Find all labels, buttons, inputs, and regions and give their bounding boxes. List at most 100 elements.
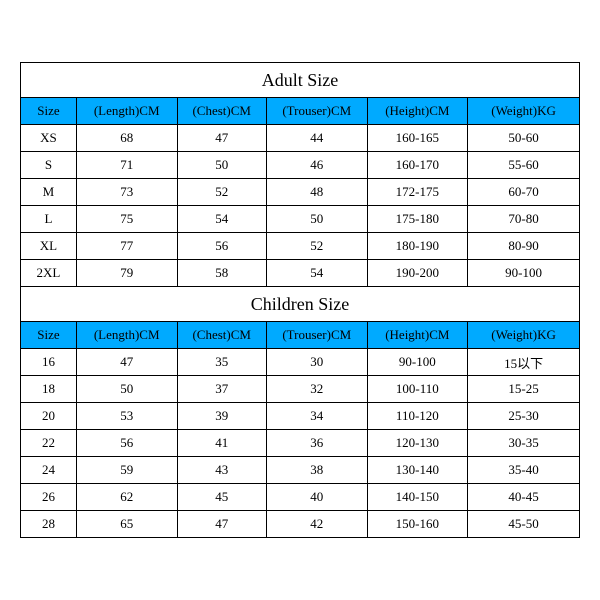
cell-height: 175-180 [367, 206, 468, 233]
cell-length: 53 [76, 403, 177, 430]
cell-trouser: 46 [266, 152, 367, 179]
cell-weight: 35-40 [468, 457, 580, 484]
cell-weight: 40-45 [468, 484, 580, 511]
col-header-height: (Height)CM [367, 322, 468, 349]
col-header-chest: (Chest)CM [177, 98, 266, 125]
cell-length: 50 [76, 376, 177, 403]
cell-weight: 15-25 [468, 376, 580, 403]
cell-height: 100-110 [367, 376, 468, 403]
cell-chest: 37 [177, 376, 266, 403]
cell-height: 150-160 [367, 511, 468, 538]
cell-length: 77 [76, 233, 177, 260]
col-header-size: Size [21, 322, 77, 349]
adult-title: Adult Size [21, 63, 580, 98]
cell-length: 56 [76, 430, 177, 457]
cell-trouser: 38 [266, 457, 367, 484]
col-header-length: (Length)CM [76, 98, 177, 125]
cell-height: 172-175 [367, 179, 468, 206]
cell-chest: 58 [177, 260, 266, 287]
cell-chest: 35 [177, 349, 266, 376]
cell-trouser: 48 [266, 179, 367, 206]
cell-weight: 60-70 [468, 179, 580, 206]
table-row: 20533934110-12025-30 [21, 403, 580, 430]
cell-chest: 43 [177, 457, 266, 484]
cell-chest: 47 [177, 125, 266, 152]
table-row: L755450175-18070-80 [21, 206, 580, 233]
table-row: 1647353090-10015以下 [21, 349, 580, 376]
col-header-length: (Length)CM [76, 322, 177, 349]
cell-chest: 47 [177, 511, 266, 538]
cell-weight: 25-30 [468, 403, 580, 430]
table-row: 28654742150-16045-50 [21, 511, 580, 538]
cell-size: 20 [21, 403, 77, 430]
table-row: M735248172-17560-70 [21, 179, 580, 206]
cell-weight: 15以下 [468, 349, 580, 376]
cell-height: 140-150 [367, 484, 468, 511]
cell-trouser: 36 [266, 430, 367, 457]
page: Adult SizeSize(Length)CM(Chest)CM(Trouse… [0, 0, 600, 600]
cell-size: 16 [21, 349, 77, 376]
cell-weight: 80-90 [468, 233, 580, 260]
table-row: 26624540140-15040-45 [21, 484, 580, 511]
cell-length: 47 [76, 349, 177, 376]
cell-height: 160-165 [367, 125, 468, 152]
cell-chest: 50 [177, 152, 266, 179]
cell-trouser: 50 [266, 206, 367, 233]
cell-trouser: 52 [266, 233, 367, 260]
cell-trouser: 34 [266, 403, 367, 430]
cell-chest: 45 [177, 484, 266, 511]
col-header-trouser: (Trouser)CM [266, 322, 367, 349]
col-header-height: (Height)CM [367, 98, 468, 125]
col-header-size: Size [21, 98, 77, 125]
cell-chest: 54 [177, 206, 266, 233]
cell-length: 71 [76, 152, 177, 179]
size-table-body: Adult SizeSize(Length)CM(Chest)CM(Trouse… [21, 63, 580, 538]
cell-trouser: 30 [266, 349, 367, 376]
size-chart-sheet: Adult SizeSize(Length)CM(Chest)CM(Trouse… [20, 62, 580, 538]
cell-trouser: 32 [266, 376, 367, 403]
cell-trouser: 40 [266, 484, 367, 511]
cell-length: 73 [76, 179, 177, 206]
cell-weight: 70-80 [468, 206, 580, 233]
cell-height: 180-190 [367, 233, 468, 260]
cell-size: 24 [21, 457, 77, 484]
cell-length: 68 [76, 125, 177, 152]
cell-weight: 90-100 [468, 260, 580, 287]
cell-height: 120-130 [367, 430, 468, 457]
cell-length: 79 [76, 260, 177, 287]
cell-weight: 45-50 [468, 511, 580, 538]
cell-size: 2XL [21, 260, 77, 287]
table-row: S715046160-17055-60 [21, 152, 580, 179]
table-row: 18503732100-11015-25 [21, 376, 580, 403]
cell-chest: 41 [177, 430, 266, 457]
col-header-weight: (Weight)KG [468, 98, 580, 125]
children-title-row: Children Size [21, 287, 580, 322]
cell-weight: 30-35 [468, 430, 580, 457]
cell-length: 62 [76, 484, 177, 511]
cell-chest: 56 [177, 233, 266, 260]
cell-trouser: 54 [266, 260, 367, 287]
cell-height: 90-100 [367, 349, 468, 376]
cell-size: 18 [21, 376, 77, 403]
cell-trouser: 42 [266, 511, 367, 538]
adult-header-row: Size(Length)CM(Chest)CM(Trouser)CM(Heigh… [21, 98, 580, 125]
col-header-chest: (Chest)CM [177, 322, 266, 349]
col-header-weight: (Weight)KG [468, 322, 580, 349]
cell-chest: 52 [177, 179, 266, 206]
col-header-trouser: (Trouser)CM [266, 98, 367, 125]
cell-weight: 55-60 [468, 152, 580, 179]
cell-trouser: 44 [266, 125, 367, 152]
cell-length: 75 [76, 206, 177, 233]
cell-height: 160-170 [367, 152, 468, 179]
cell-size: L [21, 206, 77, 233]
cell-length: 59 [76, 457, 177, 484]
table-row: XL775652180-19080-90 [21, 233, 580, 260]
cell-size: S [21, 152, 77, 179]
cell-height: 110-120 [367, 403, 468, 430]
cell-size: XS [21, 125, 77, 152]
table-row: 24594338130-14035-40 [21, 457, 580, 484]
table-row: XS684744160-16550-60 [21, 125, 580, 152]
cell-chest: 39 [177, 403, 266, 430]
cell-height: 190-200 [367, 260, 468, 287]
size-table: Adult SizeSize(Length)CM(Chest)CM(Trouse… [20, 62, 580, 538]
